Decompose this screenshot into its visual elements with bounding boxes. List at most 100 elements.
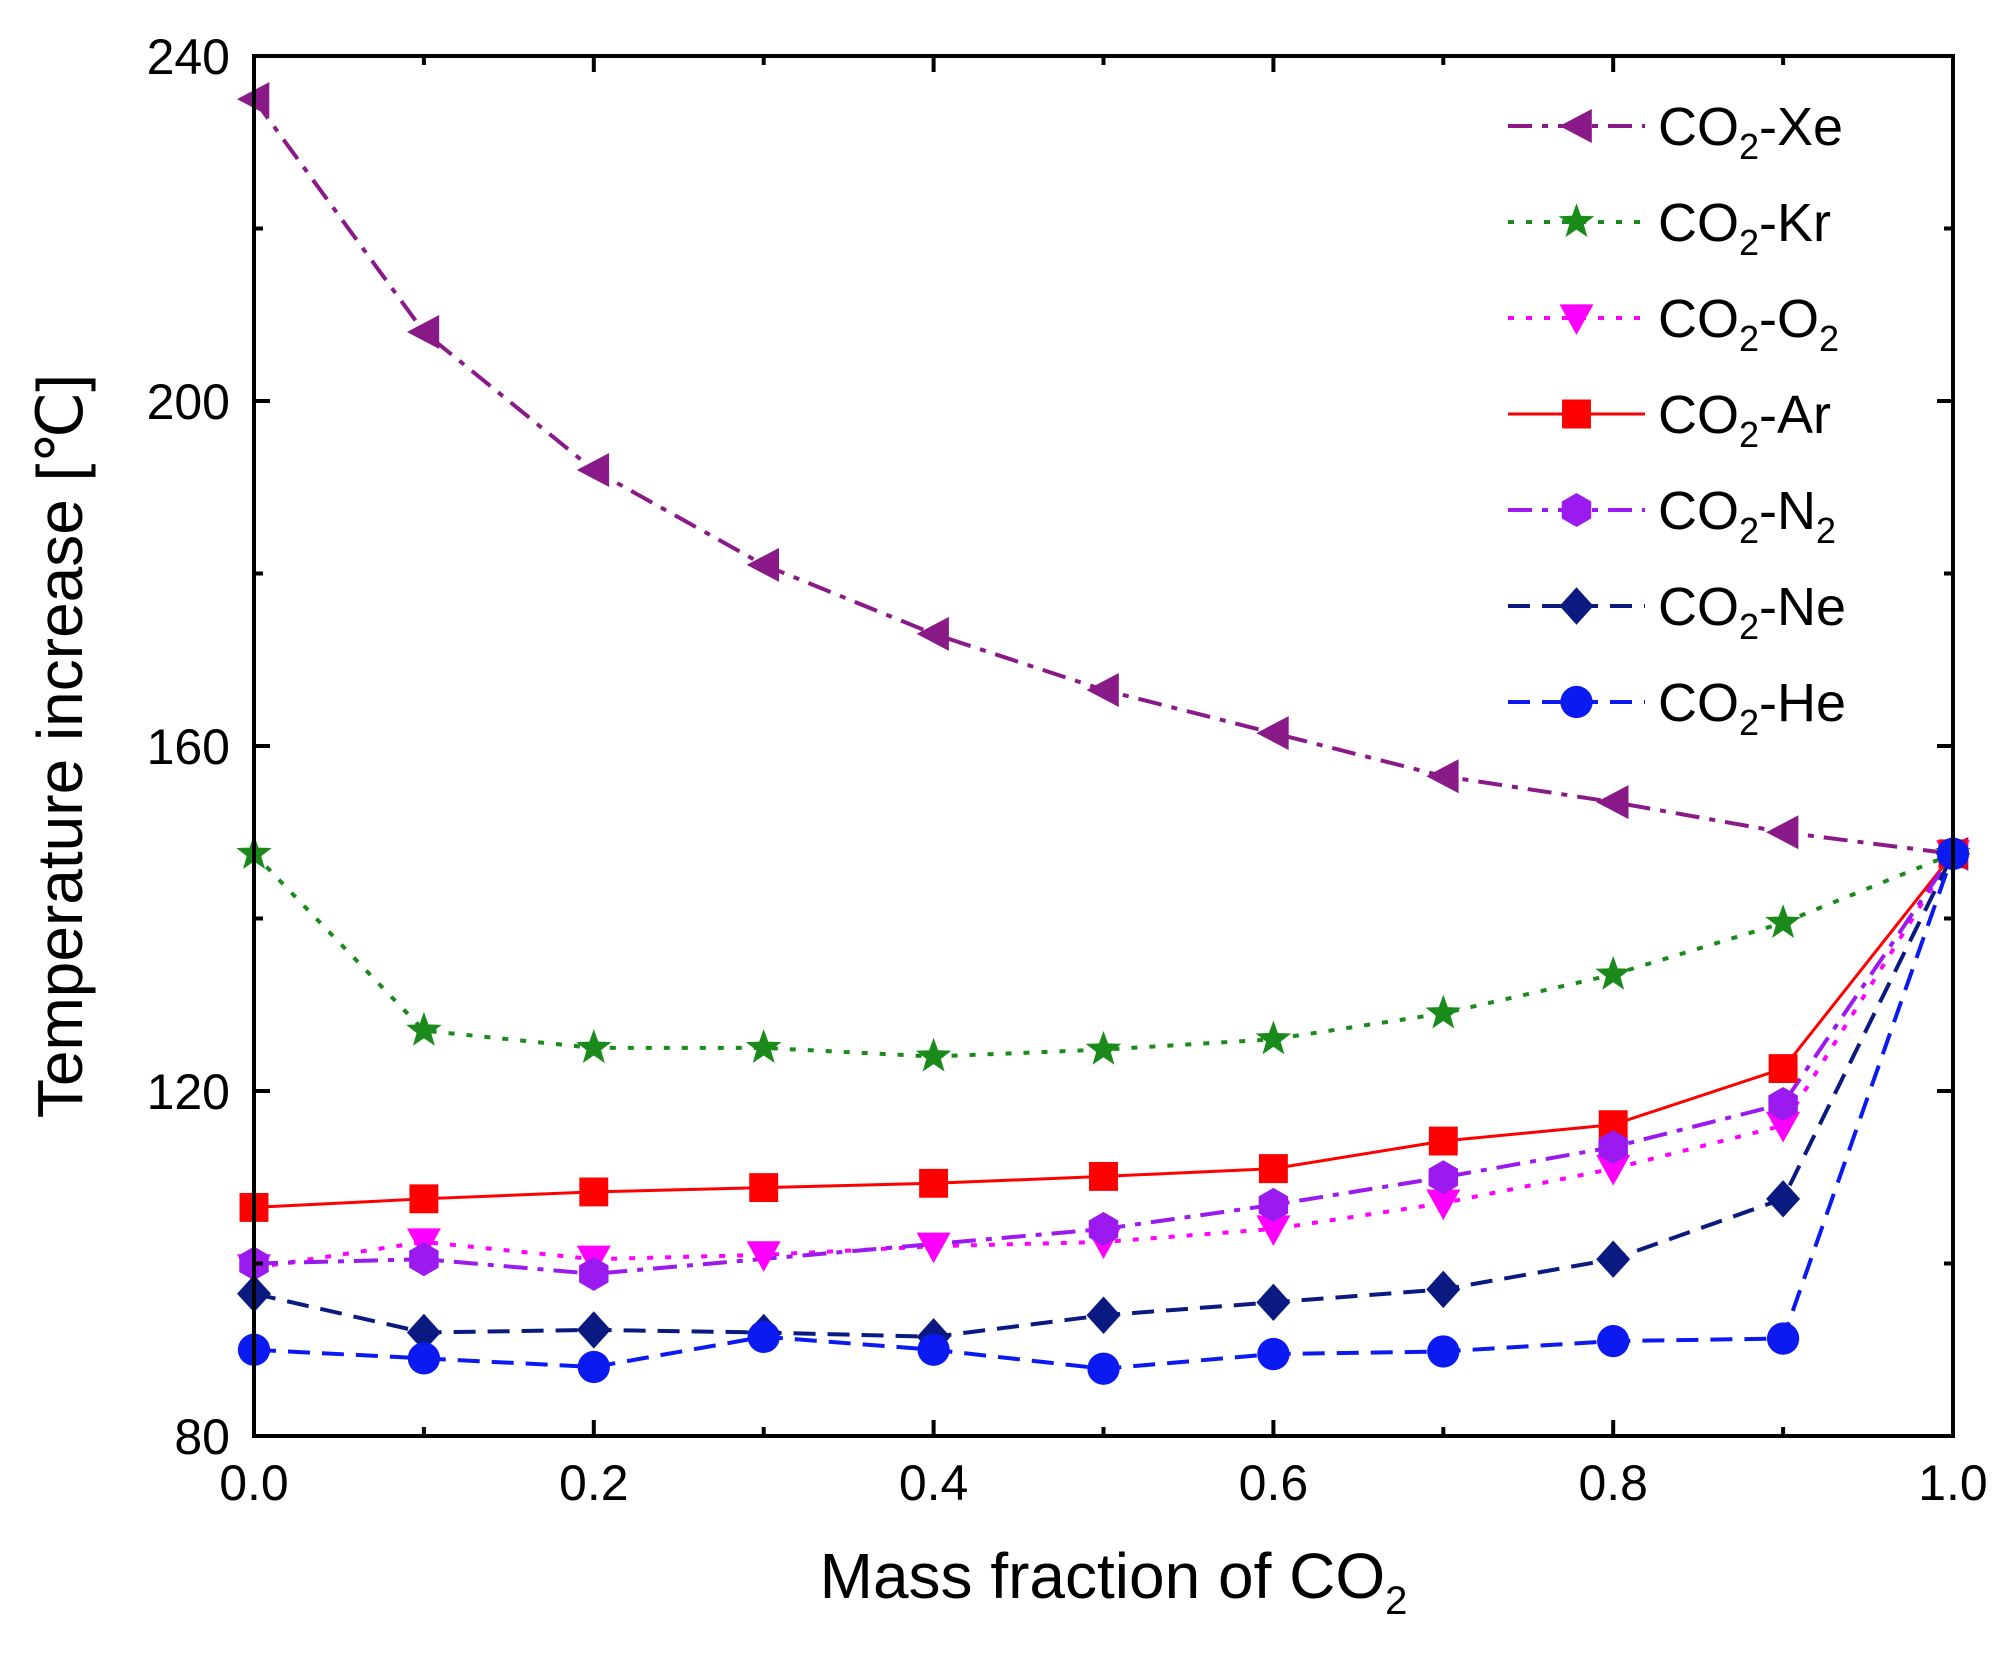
legend-label-subscript: 2 <box>1739 606 1759 647</box>
data-point-co2-n2 <box>1088 1212 1119 1246</box>
legend-label-subscript: 2 <box>1739 414 1759 455</box>
data-point-co2-he <box>747 1320 780 1353</box>
legend-marker <box>1559 304 1594 335</box>
x-axis-title-main: Mass fraction of CO <box>820 1540 1386 1612</box>
data-point-co2-he <box>1766 1322 1800 1355</box>
data-point-co2-ne <box>406 1313 441 1352</box>
data-point-co2-n2 <box>1598 1130 1628 1165</box>
data-point-co2-kr <box>1085 1030 1122 1065</box>
y-tick-label: 120 <box>147 1064 230 1120</box>
data-point-co2-n2 <box>1768 1086 1798 1121</box>
data-point-co2-xe <box>916 616 949 651</box>
x-tick-label: 0.6 <box>1239 1455 1309 1511</box>
data-point-co2-ar <box>749 1173 779 1203</box>
data-point-co2-ar <box>579 1177 609 1207</box>
x-axis-title-subscript: 2 <box>1385 1579 1407 1623</box>
series-line-co2-ar <box>253 852 1955 1209</box>
data-point-co2-xe <box>1256 716 1289 751</box>
legend-item-co2-he: CO2-He <box>1508 673 1846 743</box>
data-point-co2-o2 <box>746 1241 781 1272</box>
data-point-co2-ar <box>919 1168 949 1198</box>
x-tick-label: 0.4 <box>899 1455 969 1511</box>
legend-label: CO2-O2 <box>1658 289 1839 359</box>
data-point-co2-ar <box>1598 1110 1628 1140</box>
x-axis-title: Mass fraction of CO2 <box>820 1540 1408 1623</box>
data-point-co2-he <box>917 1333 950 1366</box>
legend-marker <box>1560 685 1593 719</box>
data-point-co2-he <box>1087 1352 1120 1385</box>
series-line-co2-o2 <box>253 852 1955 1270</box>
series-line-co2-he <box>253 853 1955 1371</box>
data-point-co2-he <box>577 1350 610 1384</box>
legend-label-tail: -Ar <box>1759 385 1831 445</box>
series-line-co2-n2 <box>253 852 1955 1276</box>
data-point-co2-ar <box>1768 1054 1798 1084</box>
legend-marker <box>1562 399 1591 429</box>
data-point-co2-he <box>1257 1337 1290 1371</box>
legend-label-tail-subscript: 2 <box>1816 510 1836 551</box>
data-point-co2-kr <box>745 1029 782 1064</box>
legend-label-main: CO <box>1658 385 1739 445</box>
legend-marker <box>1561 493 1592 527</box>
legend-label-subscript: 2 <box>1739 510 1759 551</box>
legend-label-main: CO <box>1658 577 1739 637</box>
axis-ticks <box>252 54 1955 1438</box>
legend-label-main: CO <box>1658 481 1739 541</box>
data-point-co2-he <box>407 1342 441 1375</box>
data-point-co2-ne <box>1086 1296 1121 1334</box>
data-point-co2-n2 <box>1258 1187 1289 1222</box>
data-point-co2-ne <box>1596 1240 1631 1278</box>
legend-label: CO2-Ne <box>1658 577 1846 647</box>
data-point-co2-ar <box>1428 1126 1458 1156</box>
data-point-co2-xe <box>1426 759 1459 794</box>
y-tick-label: 240 <box>147 29 230 85</box>
data-point-co2-ne <box>1426 1270 1461 1309</box>
data-point-co2-kr <box>915 1037 952 1072</box>
plot-markers <box>236 82 1971 1385</box>
legend-label-tail: -O <box>1759 289 1819 349</box>
legend-label-tail: -Ne <box>1759 577 1846 637</box>
data-point-co2-xe <box>1086 672 1119 707</box>
x-tick-label: 1.0 <box>1918 1455 1988 1511</box>
legend-item-co2-ar: CO2-Ar <box>1508 385 1831 455</box>
data-point-co2-ar <box>1089 1161 1118 1191</box>
data-point-co2-ne <box>1256 1283 1291 1322</box>
data-point-co2-kr <box>1425 994 1462 1029</box>
legend-label: CO2-Kr <box>1658 193 1831 263</box>
data-point-co2-ne <box>576 1311 611 1349</box>
x-tick-label: 0.0 <box>219 1455 289 1511</box>
legend-label-main: CO <box>1658 289 1739 349</box>
x-tick-label: 0.2 <box>559 1455 629 1511</box>
legend-item-co2-o2: CO2-O2 <box>1508 289 1839 359</box>
legend-item-co2-kr: CO2-Kr <box>1508 193 1831 263</box>
data-point-co2-xe <box>1596 785 1629 820</box>
legend-label-tail: -He <box>1759 673 1846 733</box>
legend-label-subscript: 2 <box>1739 222 1759 263</box>
tick-labels: 0.0 0.2 0.4 0.6 0.8 1.0 80 120 160 200 240 <box>147 29 1988 1511</box>
data-point-co2-ar <box>1258 1154 1288 1184</box>
x-tick-label: 0.8 <box>1578 1455 1648 1511</box>
legend-label-subscript: 2 <box>1739 126 1759 167</box>
legend-label-main: CO <box>1658 193 1739 253</box>
data-point-co2-xe <box>576 453 610 487</box>
data-point-co2-o2 <box>916 1232 951 1264</box>
data-point-co2-he <box>1597 1324 1630 1358</box>
data-point-co2-o2 <box>1426 1189 1461 1221</box>
legend-label-tail: -N <box>1759 481 1816 541</box>
legend-item-co2-ne: CO2-Ne <box>1508 577 1846 647</box>
y-axis-title: Temperature increase [℃] <box>24 374 96 1118</box>
legend-item-co2-n2: CO2-N2 <box>1508 481 1836 551</box>
data-point-co2-kr <box>1765 904 1801 938</box>
legend-item-co2-xe: CO2-Xe <box>1508 97 1843 167</box>
legend-label: CO2-N2 <box>1658 481 1836 551</box>
data-point-co2-n2 <box>579 1256 609 1291</box>
legend-label: CO2-Xe <box>1658 97 1843 167</box>
data-point-co2-xe <box>406 315 440 349</box>
legend-label: CO2-Ar <box>1658 385 1831 455</box>
y-tick-label: 200 <box>147 374 230 430</box>
data-point-co2-kr <box>406 1011 442 1046</box>
legend-marker <box>1559 109 1592 143</box>
legend-marker <box>1558 203 1595 238</box>
legend-label-main: CO <box>1658 97 1739 157</box>
